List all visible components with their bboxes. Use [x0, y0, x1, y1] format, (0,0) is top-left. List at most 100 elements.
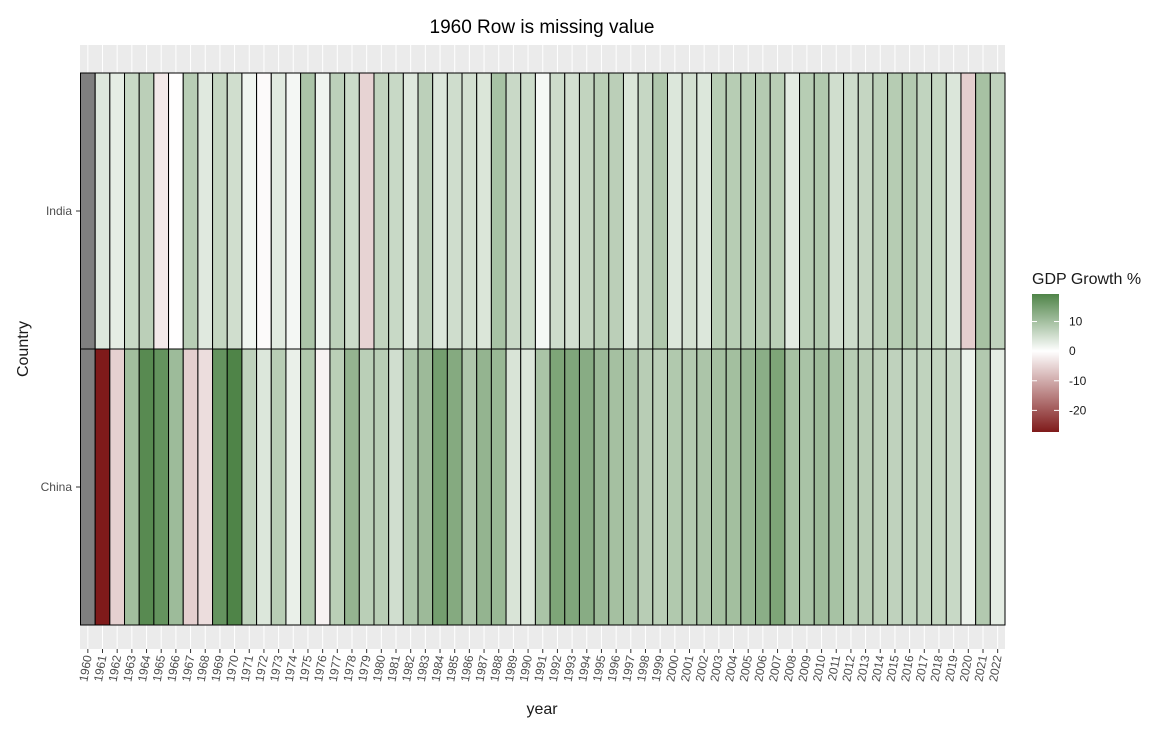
heatmap-cell	[153, 348, 170, 626]
x-tick-label: 1995	[590, 654, 608, 683]
heatmap-cell	[226, 72, 243, 350]
x-tick-label: 2006	[751, 654, 769, 683]
x-tick-label: 1998	[634, 654, 652, 683]
x-tick-label: 2012	[839, 654, 857, 683]
x-tick-label: 1982	[399, 654, 417, 683]
heatmap-cell	[344, 72, 360, 350]
heatmap-cell	[490, 72, 507, 350]
heatmap-cell	[945, 348, 962, 626]
heatmap-cell	[197, 72, 214, 350]
x-tick-label: 1975	[296, 654, 314, 683]
heatmap-cell	[843, 72, 859, 350]
heatmap-cell	[549, 348, 566, 626]
heatmap-cell	[520, 348, 536, 626]
x-axis-title: year	[526, 701, 558, 718]
heatmap-cell	[461, 348, 478, 626]
heatmap-cell	[755, 72, 771, 350]
heatmap-cell	[696, 72, 713, 350]
heatmap-cell	[857, 348, 874, 626]
x-tick-label: 1989	[502, 654, 520, 683]
heatmap-cells	[80, 72, 1006, 626]
heatmap-cell	[901, 348, 918, 626]
x-tick-label: 1980	[370, 654, 388, 683]
x-tick-label: 2018	[927, 654, 945, 683]
x-tick-label: 1991	[531, 654, 549, 683]
legend-tick-label: 10	[1069, 315, 1083, 329]
heatmap-cell	[916, 348, 933, 626]
heatmap-cell	[769, 348, 786, 626]
heatmap-cell	[226, 348, 243, 626]
heatmap-cell	[197, 348, 214, 626]
x-tick-label: 1994	[575, 654, 593, 683]
heatmap-cell	[578, 72, 595, 350]
heatmap-cell	[960, 348, 977, 626]
heatmap-cell	[432, 348, 448, 626]
heatmap-cell	[975, 72, 991, 350]
x-tick-label: 2016	[898, 654, 916, 683]
heatmap-cell	[960, 72, 977, 350]
heatmap-cell	[711, 348, 727, 626]
heatmap-cell	[740, 348, 757, 626]
heatmap-cell	[784, 72, 801, 350]
heatmap-cell	[799, 72, 815, 350]
heatmap-cell	[652, 72, 668, 350]
heatmap-cell	[916, 72, 933, 350]
heatmap-cell	[138, 348, 155, 626]
heatmap-cell	[153, 72, 170, 350]
x-tick-label: 1965	[150, 654, 168, 683]
y-tick-label: China	[41, 480, 73, 494]
heatmap-cell	[813, 348, 830, 626]
x-tick-label: 1978	[341, 654, 359, 683]
heatmap-cell	[109, 348, 126, 626]
heatmap-cell	[666, 72, 683, 350]
heatmap-cell	[622, 72, 639, 350]
heatmap-cell	[124, 72, 140, 350]
heatmap-cell	[138, 72, 155, 350]
y-axis-title: Country	[15, 321, 32, 377]
heatmap-cell	[446, 348, 463, 626]
x-tick-label: 2000	[663, 654, 681, 683]
heatmap-cell	[505, 348, 522, 626]
x-tick-label: 1972	[252, 654, 270, 683]
heatmap-cell	[417, 348, 434, 626]
heatmap-cell	[608, 348, 624, 626]
heatmap-cell	[388, 72, 404, 350]
heatmap-cell	[652, 348, 668, 626]
y-tick-label: India	[46, 204, 72, 218]
heatmap-cell	[593, 72, 610, 350]
legend-tick-label: -20	[1069, 403, 1087, 417]
x-tick-label: 1986	[458, 654, 476, 683]
x-tick-label: 2014	[869, 654, 887, 683]
x-tick-label: 2022	[986, 654, 1004, 683]
heatmap-cell	[256, 72, 272, 350]
x-tick-label: 1984	[429, 654, 447, 683]
heatmap-cell	[490, 348, 507, 626]
x-tick-label: 2010	[810, 654, 828, 683]
heatmap-cell	[358, 72, 375, 350]
heatmap-cell	[329, 72, 346, 350]
legend-title: GDP Growth %	[1032, 271, 1141, 288]
heatmap-cell	[975, 348, 991, 626]
chart-title: 1960 Row is missing value	[430, 17, 655, 38]
heatmap-cell	[828, 72, 845, 350]
x-tick-label: 1969	[208, 654, 226, 683]
x-tick-label: 2021	[972, 654, 990, 683]
heatmap-cell	[168, 348, 184, 626]
x-tick-label: 1993	[561, 654, 579, 683]
heatmap-cell	[681, 72, 698, 350]
x-tick-label: 1977	[326, 654, 344, 683]
heatmap-cell	[182, 72, 199, 350]
heatmap-cell	[549, 72, 566, 350]
x-tick-label: 2005	[737, 654, 755, 683]
heatmap-cell	[476, 348, 492, 626]
x-tick-label: 1960	[76, 654, 94, 683]
x-tick-label: 1985	[443, 654, 461, 683]
heatmap-cell	[784, 348, 801, 626]
heatmap-cell	[461, 72, 478, 350]
x-tick-label: 2008	[781, 654, 799, 683]
x-tick-label: 2002	[693, 654, 711, 683]
heatmap-cell	[637, 72, 654, 350]
heatmap-cell	[681, 348, 698, 626]
heatmap-cell	[989, 72, 1006, 350]
